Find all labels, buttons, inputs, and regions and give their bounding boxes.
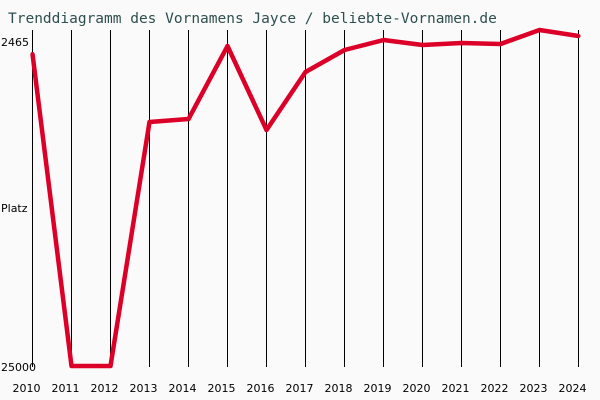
data-point-2018 <box>342 47 347 52</box>
data-point-2012 <box>108 364 113 368</box>
data-point-2020 <box>420 42 425 47</box>
x-tick-2018: 2018 <box>325 382 353 395</box>
data-point-2016 <box>264 127 269 132</box>
x-tick-2012: 2012 <box>91 382 119 395</box>
data-point-2023 <box>537 27 542 32</box>
x-tick-2024: 2024 <box>559 382 587 395</box>
chart-title: Trenddiagramm des Vornamens Jayce / beli… <box>8 11 497 27</box>
data-point-2017 <box>303 70 308 75</box>
x-tick-labels: 2010 2011 2012 2013 2014 2015 2016 2017 2018 2019… <box>13 382 587 395</box>
x-tick-2010: 2010 <box>13 382 41 395</box>
y-tick-bottom: 25000 <box>1 361 36 374</box>
data-point-2021 <box>459 41 464 46</box>
data-point-2014 <box>186 117 191 122</box>
x-tick-2011: 2011 <box>52 382 80 395</box>
y-tick-top: 2465 <box>1 36 29 49</box>
x-tick-2022: 2022 <box>481 382 509 395</box>
grid-lines <box>32 30 579 367</box>
x-tick-2013: 2013 <box>130 382 158 395</box>
y-axis-label: Platz <box>1 202 28 215</box>
x-tick-2019: 2019 <box>364 382 392 395</box>
x-tick-2021: 2021 <box>442 382 470 395</box>
x-tick-2015: 2015 <box>208 382 236 395</box>
data-point-2013 <box>147 120 152 125</box>
data-point-2022 <box>498 41 503 46</box>
x-tick-2016: 2016 <box>247 382 275 395</box>
data-point-2015 <box>225 44 230 49</box>
x-tick-2023: 2023 <box>520 382 548 395</box>
x-tick-2017: 2017 <box>286 382 314 395</box>
x-tick-2014: 2014 <box>169 382 197 395</box>
data-point-2019 <box>381 38 386 43</box>
data-point-2024 <box>576 33 581 38</box>
data-point-2011 <box>69 364 74 368</box>
series-layer <box>30 27 581 369</box>
data-point-2010 <box>30 51 35 56</box>
x-tick-2020: 2020 <box>403 382 431 395</box>
